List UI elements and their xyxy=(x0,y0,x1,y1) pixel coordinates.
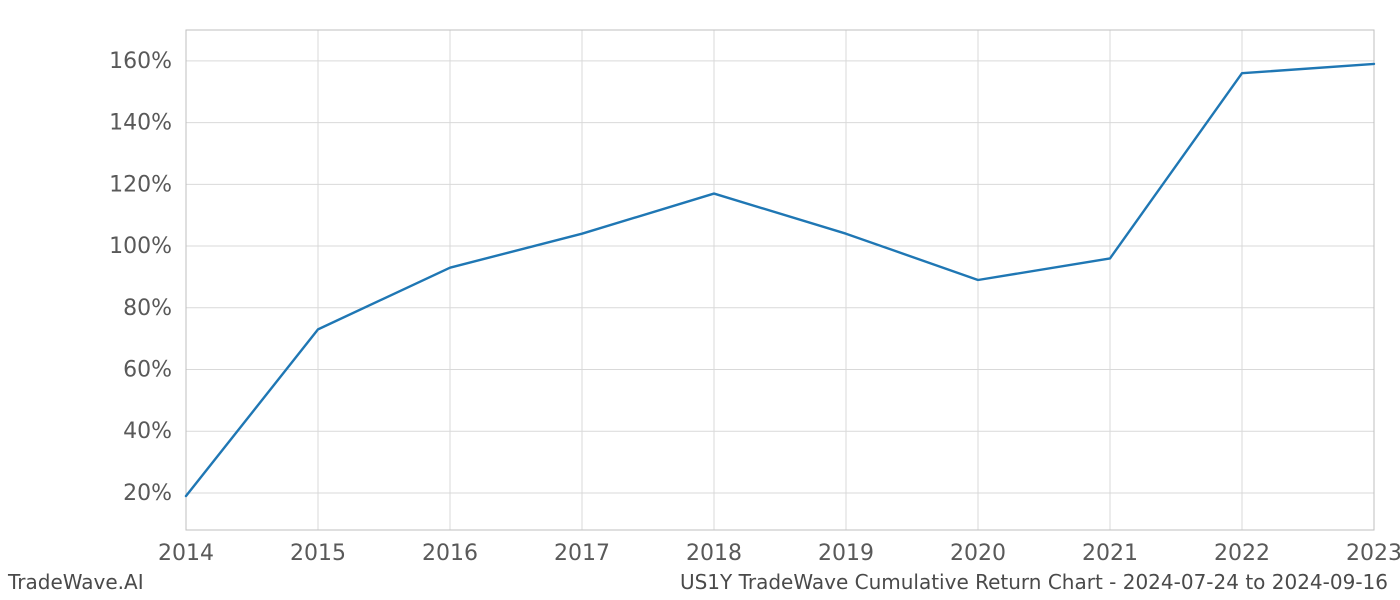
footer-right-label: US1Y TradeWave Cumulative Return Chart -… xyxy=(680,570,1388,594)
x-tick-label: 2016 xyxy=(422,541,478,566)
x-tick-label: 2014 xyxy=(158,541,214,566)
x-tick-label: 2023 xyxy=(1346,541,1400,566)
footer-left-label: TradeWave.AI xyxy=(8,570,144,594)
x-tick-label: 2017 xyxy=(554,541,610,566)
x-tick-label: 2015 xyxy=(290,541,346,566)
x-tick-label: 2022 xyxy=(1214,541,1270,566)
y-tick-label: 160% xyxy=(109,49,172,74)
y-tick-label: 60% xyxy=(123,358,172,383)
chart-container: 2014 2015 2016 2017 2018 2019 2020 2021 2022 2023… xyxy=(0,0,1400,600)
y-tick-label: 100% xyxy=(109,234,172,259)
x-tick-label: 2020 xyxy=(950,541,1006,566)
x-tick-label: 2021 xyxy=(1082,541,1138,566)
y-tick-label: 80% xyxy=(123,296,172,321)
y-tick-label: 140% xyxy=(109,111,172,136)
y-tick-label: 120% xyxy=(109,172,172,197)
x-tick-label: 2019 xyxy=(818,541,874,566)
x-tick-label: 2018 xyxy=(686,541,742,566)
y-tick-label: 40% xyxy=(123,419,172,444)
y-tick-label: 20% xyxy=(123,481,172,506)
line-chart: 2014 2015 2016 2017 2018 2019 2020 2021 2022 2023… xyxy=(0,0,1400,600)
